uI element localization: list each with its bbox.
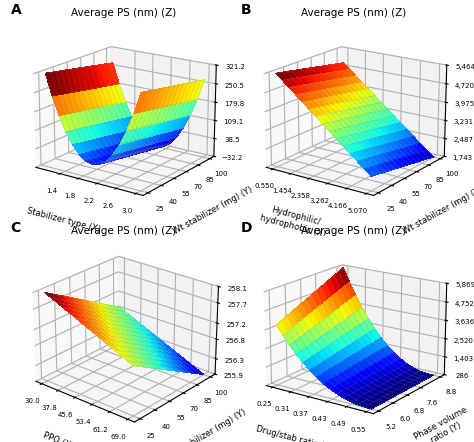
- Y-axis label: Phase volume
ratio (Y): Phase volume ratio (Y): [412, 406, 474, 442]
- Text: C: C: [10, 221, 21, 236]
- Y-axis label: Wt stabilizer (mg) (Y): Wt stabilizer (mg) (Y): [402, 185, 474, 236]
- Title: Average PS (nm) (Z): Average PS (nm) (Z): [71, 8, 176, 18]
- Title: Average PS (nm) (Z): Average PS (nm) (Z): [301, 8, 406, 18]
- X-axis label: Drug/stab ratio (X): Drug/stab ratio (X): [255, 425, 334, 442]
- X-axis label: Stabilizer type (X): Stabilizer type (X): [27, 207, 102, 235]
- Title: Average PS (nm) (Z): Average PS (nm) (Z): [301, 226, 406, 236]
- Y-axis label: Wt stabilizer (mg) (Y): Wt stabilizer (mg) (Y): [166, 408, 247, 442]
- Title: Average PS (nm) (Z): Average PS (nm) (Z): [71, 226, 176, 236]
- Text: D: D: [241, 221, 253, 236]
- X-axis label: Hydrophilic/
hydrophobic (X): Hydrophilic/ hydrophobic (X): [259, 203, 329, 239]
- Y-axis label: Wt stabilizer (mg) (Y): Wt stabilizer (mg) (Y): [172, 185, 254, 236]
- Text: A: A: [10, 3, 21, 17]
- Text: B: B: [241, 3, 252, 17]
- X-axis label: PPO (X): PPO (X): [41, 431, 74, 442]
